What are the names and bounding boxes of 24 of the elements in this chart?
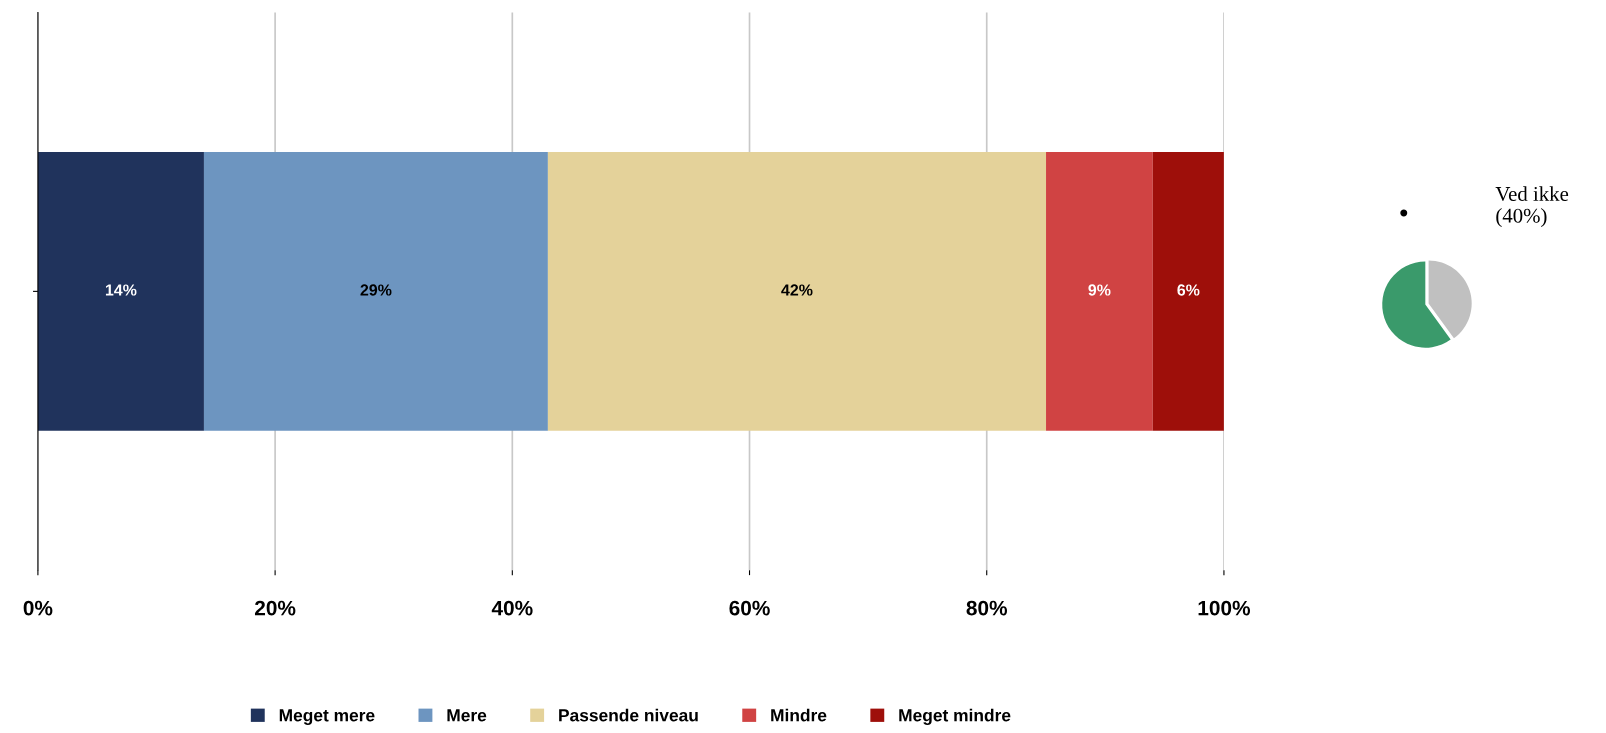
- text: 9%: [1088, 284, 1111, 296]
- x-tick-label: 100%: [1198, 600, 1251, 616]
- legend-label: Meget mere: [279, 709, 375, 725]
- legend-label: Mere: [447, 709, 487, 722]
- x-tick-label: 80%: [966, 600, 1008, 616]
- bar: [203, 151, 548, 431]
- bar: [1046, 151, 1153, 431]
- x-tick-label: 0%: [23, 600, 53, 616]
- text: Ved ikke (40%): [1495, 186, 1569, 227]
- legend-label: Passende niveau: [559, 708, 698, 722]
- text: 14%: [105, 284, 137, 296]
- bar: [1152, 151, 1224, 431]
- x-tick-label: 40%: [491, 600, 533, 616]
- text: 6%: [1177, 284, 1200, 296]
- pie-slice: [1428, 260, 1472, 339]
- text: 42%: [781, 284, 813, 296]
- x-tick-label: 60%: [729, 600, 770, 616]
- legend-label: Meget mindre: [899, 708, 1011, 725]
- bar: [547, 151, 1047, 431]
- pie-slice: [1382, 261, 1451, 348]
- text: 29%: [360, 284, 392, 296]
- legend-label: Mindre: [771, 708, 827, 722]
- bar: [37, 151, 204, 431]
- x-tick-label: 20%: [254, 600, 296, 616]
